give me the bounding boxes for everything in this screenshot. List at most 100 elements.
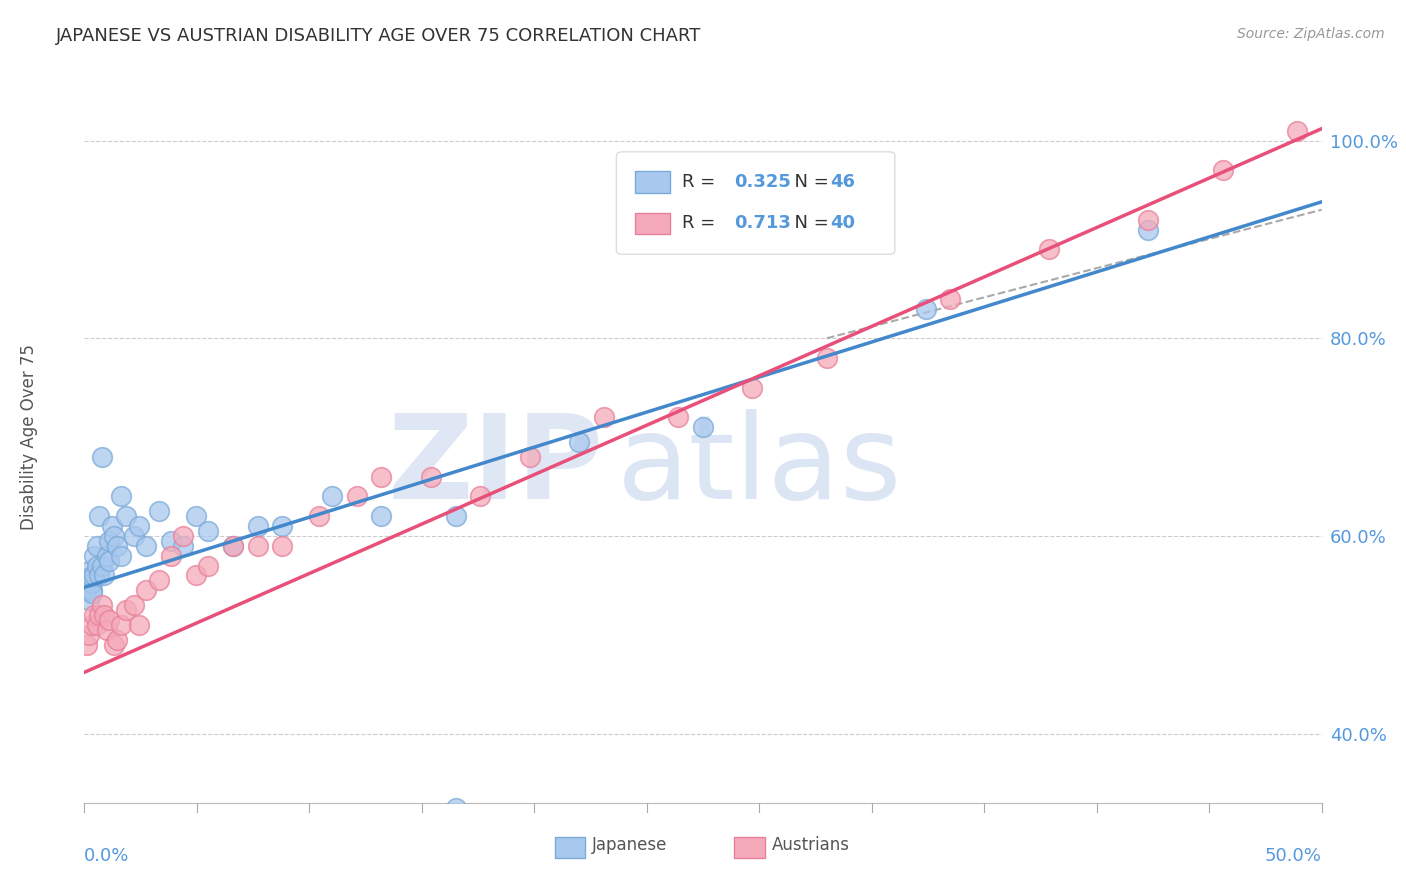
Point xyxy=(370,469,392,483)
Point xyxy=(1285,123,1308,137)
Point xyxy=(79,593,101,607)
Point xyxy=(105,632,128,647)
Point xyxy=(98,554,121,568)
Point xyxy=(172,539,194,553)
Text: Japanese: Japanese xyxy=(592,836,666,855)
Point xyxy=(914,301,936,316)
Point xyxy=(122,821,145,835)
Point xyxy=(1137,212,1160,227)
Point xyxy=(122,598,145,612)
Text: N =: N = xyxy=(783,214,835,233)
Point xyxy=(271,830,294,845)
Text: R =: R = xyxy=(682,214,721,233)
Point xyxy=(86,558,108,573)
Point xyxy=(76,638,98,652)
Point xyxy=(83,549,105,563)
Point xyxy=(105,539,128,553)
Text: 0.713: 0.713 xyxy=(734,214,790,233)
Point xyxy=(470,489,492,503)
Point xyxy=(160,549,183,563)
Point xyxy=(197,524,219,538)
Point xyxy=(93,568,115,582)
Point xyxy=(80,586,103,600)
Point xyxy=(148,504,170,518)
Point xyxy=(222,539,245,553)
Point xyxy=(90,450,112,464)
Text: Austrians: Austrians xyxy=(772,836,851,855)
Point xyxy=(184,568,207,582)
Point xyxy=(172,529,194,543)
Point xyxy=(148,574,170,588)
Point xyxy=(666,410,689,425)
Text: 0.325: 0.325 xyxy=(734,173,790,191)
Point xyxy=(568,435,591,450)
Point xyxy=(86,539,108,553)
Text: Source: ZipAtlas.com: Source: ZipAtlas.com xyxy=(1237,27,1385,41)
FancyBboxPatch shape xyxy=(616,152,894,254)
Point xyxy=(692,420,714,434)
Point xyxy=(271,519,294,533)
Point xyxy=(321,489,343,503)
Point xyxy=(83,607,105,622)
Point xyxy=(76,583,98,598)
Point xyxy=(115,509,138,524)
Point xyxy=(79,564,101,578)
Point xyxy=(80,618,103,632)
FancyBboxPatch shape xyxy=(554,838,585,858)
Point xyxy=(939,292,962,306)
Point xyxy=(444,509,467,524)
Point xyxy=(115,603,138,617)
Point xyxy=(103,529,125,543)
Point xyxy=(80,576,103,591)
Point xyxy=(346,489,368,503)
Point xyxy=(96,623,118,637)
Point xyxy=(246,519,269,533)
Point xyxy=(98,533,121,548)
Text: 46: 46 xyxy=(831,173,855,191)
Point xyxy=(110,489,132,503)
Point xyxy=(593,410,616,425)
Text: JAPANESE VS AUSTRIAN DISABILITY AGE OVER 75 CORRELATION CHART: JAPANESE VS AUSTRIAN DISABILITY AGE OVER… xyxy=(56,27,702,45)
Point xyxy=(444,801,467,815)
Point xyxy=(197,558,219,573)
Point xyxy=(96,549,118,563)
Point xyxy=(110,618,132,632)
Point xyxy=(160,533,183,548)
Point xyxy=(90,598,112,612)
Point xyxy=(815,351,838,365)
Point xyxy=(79,580,101,594)
Point xyxy=(122,529,145,543)
Point xyxy=(89,568,111,582)
Point xyxy=(128,519,150,533)
Text: Disability Age Over 75: Disability Age Over 75 xyxy=(20,344,38,530)
Point xyxy=(419,469,441,483)
Text: N =: N = xyxy=(783,173,835,191)
Point xyxy=(90,558,112,573)
Point xyxy=(89,509,111,524)
Point xyxy=(110,549,132,563)
Point xyxy=(100,519,122,533)
Text: R =: R = xyxy=(682,173,721,191)
Point xyxy=(308,509,330,524)
Point xyxy=(370,509,392,524)
Point xyxy=(1137,222,1160,236)
Point xyxy=(86,618,108,632)
Point xyxy=(1038,242,1060,256)
Point xyxy=(519,450,541,464)
Point xyxy=(222,539,245,553)
Point xyxy=(246,539,269,553)
Point xyxy=(79,570,101,584)
Point xyxy=(79,628,101,642)
Point xyxy=(741,381,763,395)
Point xyxy=(93,607,115,622)
Text: 40: 40 xyxy=(831,214,855,233)
FancyBboxPatch shape xyxy=(636,212,669,235)
Text: 0.0%: 0.0% xyxy=(84,847,129,865)
Point xyxy=(83,568,105,582)
Point xyxy=(76,578,98,592)
Text: 50.0%: 50.0% xyxy=(1265,847,1322,865)
Point xyxy=(89,607,111,622)
Point xyxy=(103,638,125,652)
Point xyxy=(1212,163,1234,178)
FancyBboxPatch shape xyxy=(734,838,765,858)
